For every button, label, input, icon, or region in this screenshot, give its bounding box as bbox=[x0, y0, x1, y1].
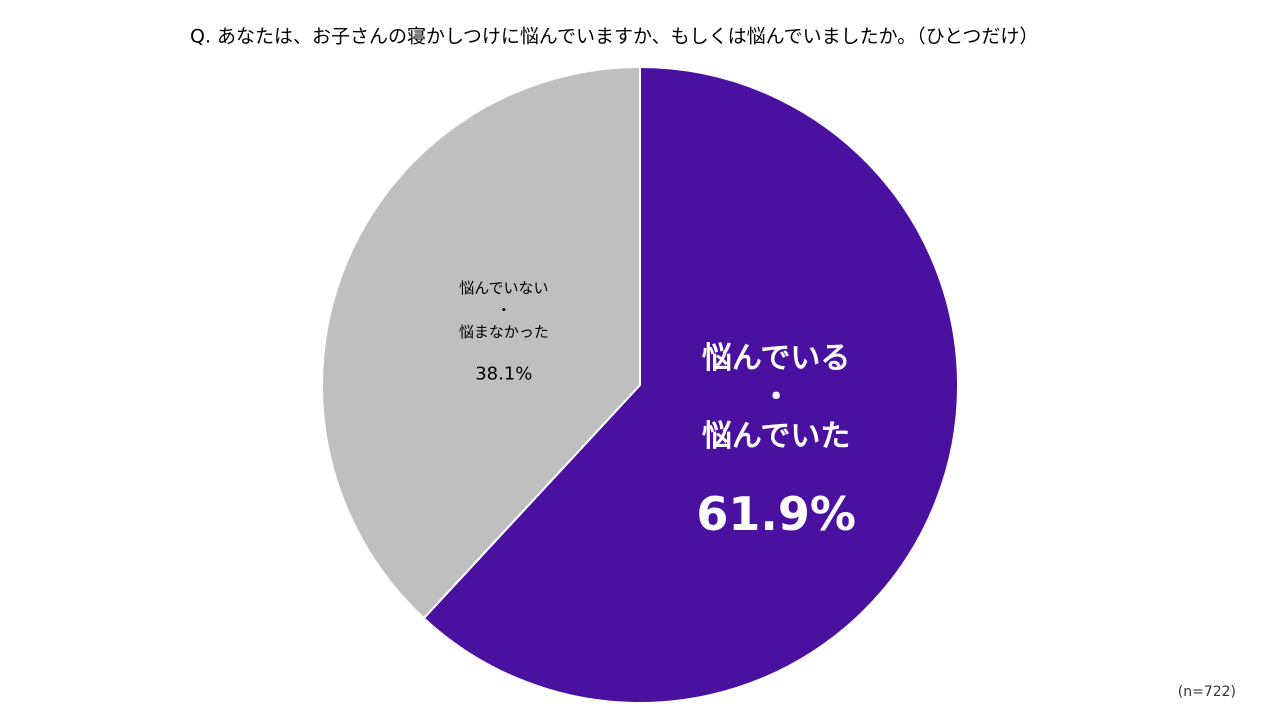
pie-slice bbox=[422, 65, 959, 704]
chart-title: Q. あなたは、お子さんの寝かしつけに悩んでいますか、もしくは悩んでいましたか。… bbox=[190, 26, 1038, 48]
sample-note: (n=722) bbox=[1178, 684, 1236, 700]
slice-label: 悩んでいる bbox=[702, 341, 851, 376]
slice-label: ・ bbox=[761, 380, 791, 415]
slice-label: 悩んでいた bbox=[702, 419, 851, 454]
slice-label: ・ bbox=[496, 301, 511, 319]
slice-value-label: 38.1% bbox=[475, 364, 532, 385]
pie-slice bbox=[321, 65, 641, 620]
slice-label: 悩んでいない bbox=[459, 279, 548, 297]
slice-label: 悩まなかった bbox=[459, 323, 549, 341]
slice-value-label: 61.9% bbox=[696, 487, 856, 541]
